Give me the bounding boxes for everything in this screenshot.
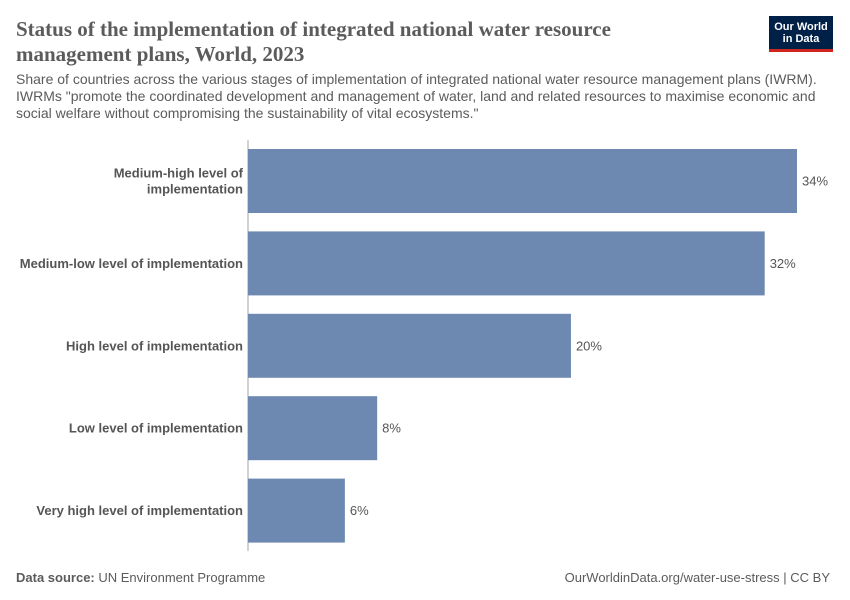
value-label-2: 20% [576,338,602,353]
bar-4[interactable] [248,478,345,543]
category-label-line: High level of implementation [66,338,243,353]
category-label-line: implementation [147,182,243,197]
data-source: Data source: UN Environment Programme [16,570,265,585]
chart-subtitle: Share of countries across the various st… [16,71,817,121]
data-source-label: Data source: [16,570,95,585]
category-label-line: Medium-high level of [114,166,244,181]
category-label-line: Medium-low level of implementation [20,256,243,271]
bar-3[interactable] [248,396,378,461]
chart-title: Status of the implementation of integrat… [16,17,611,66]
value-label-4: 6% [350,503,369,518]
category-label-line: Low level of implementation [69,421,243,436]
logo-line-1: Our World [774,21,828,33]
bar-1[interactable] [248,231,765,296]
category-label-3: Low level of implementation [69,421,243,436]
category-label-line: Very high level of implementation [36,503,243,518]
bar-2[interactable] [248,313,571,378]
category-label-2: High level of implementation [66,338,243,353]
data-source-value: UN Environment Programme [98,570,266,585]
bar-0[interactable] [248,149,797,213]
source-url-license[interactable]: OurWorldinData.org/water-use-stress | CC… [564,570,830,585]
category-label-4: Very high level of implementation [36,503,243,518]
owid-logo[interactable]: Our World in Data [769,16,833,52]
value-label-3: 8% [382,421,401,436]
category-label-0: Medium-high level of implementation [114,166,244,197]
category-label-1: Medium-low level of implementation [20,256,243,271]
value-label-1: 32% [770,256,796,271]
value-label-0: 34% [802,174,828,189]
logo-line-2: in Data [782,33,820,45]
